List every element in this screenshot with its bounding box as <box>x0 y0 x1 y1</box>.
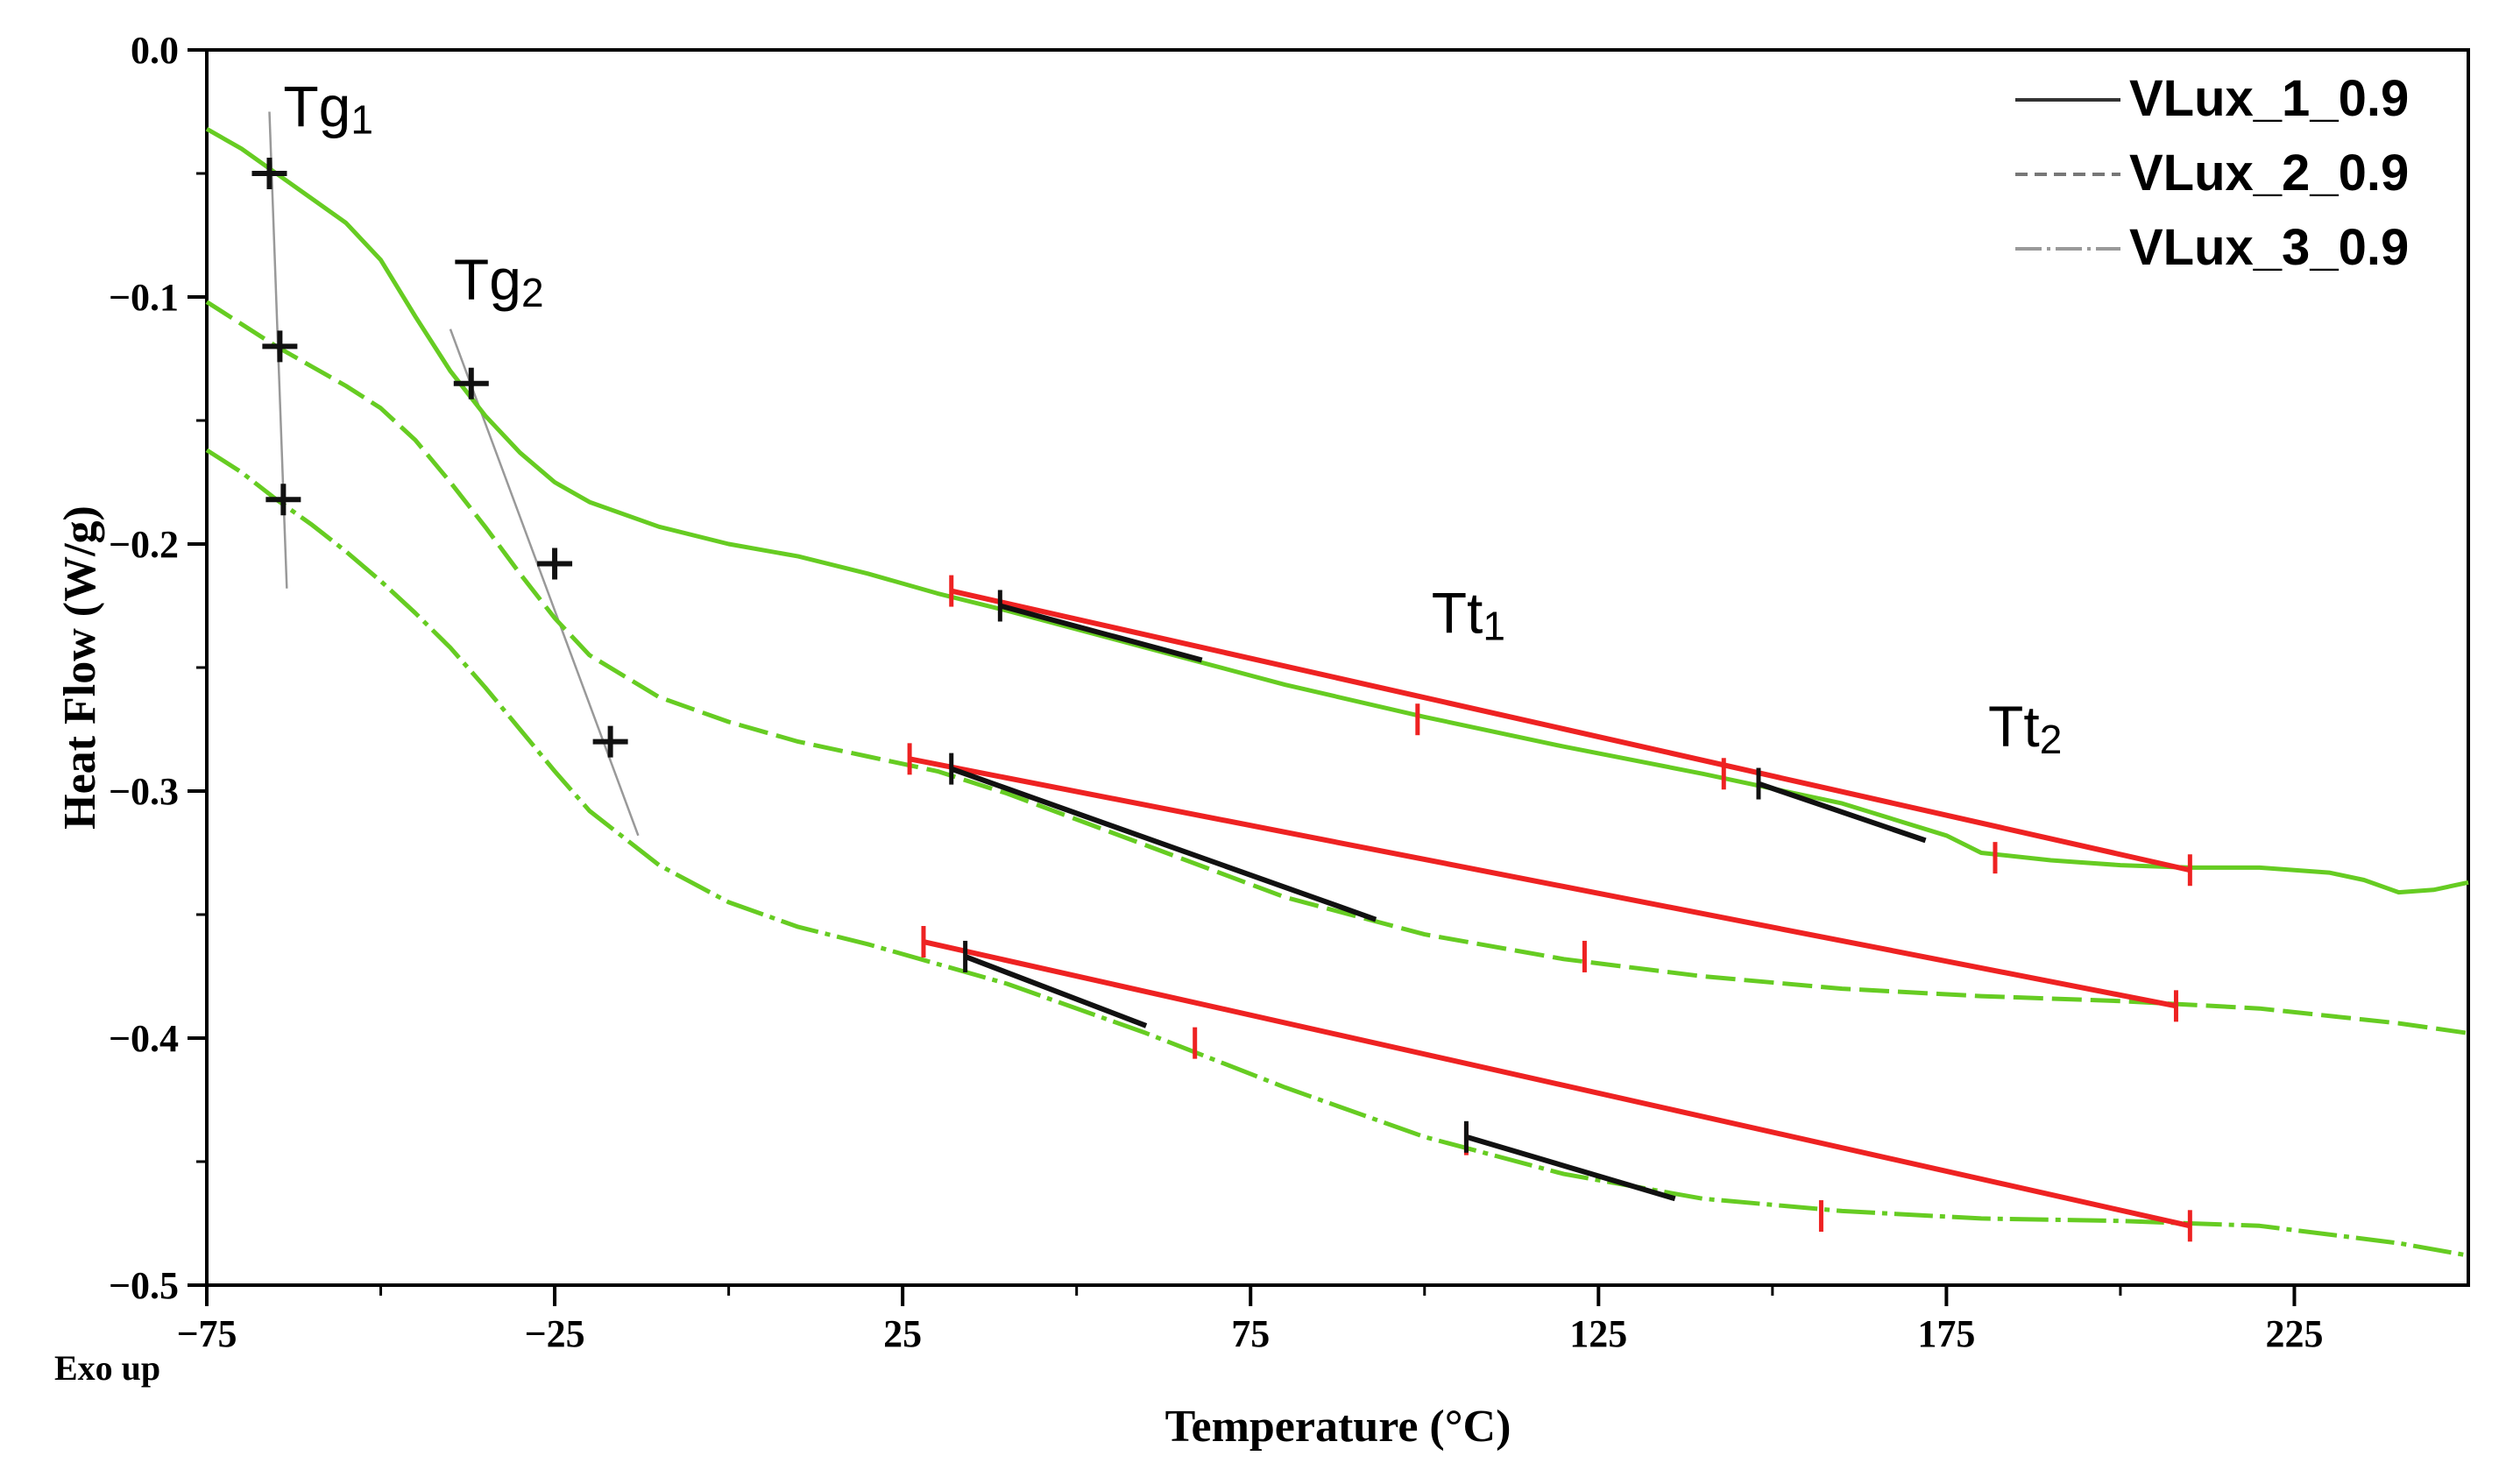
x-tick-label: 75 <box>1231 1312 1270 1355</box>
y-tick-label: −0.4 <box>109 1017 179 1060</box>
annotation-subscript: 2 <box>2040 717 2063 762</box>
x-axis: −75 −25 25 75 125 175 225 <box>176 1285 2323 1355</box>
y-tick-label: 0.0 <box>131 29 179 72</box>
annotation-tt1: Tt1 <box>1432 581 1505 649</box>
legend-label: VLux_1_0.9 <box>2129 70 2409 127</box>
annotation-main: Tg <box>283 74 350 138</box>
annotation-main: Tt <box>1988 694 2040 759</box>
legend: VLux_1_0.9 VLux_2_0.9 VLux_3_0.9 <box>2015 70 2409 276</box>
legend-label: VLux_2_0.9 <box>2129 145 2409 201</box>
annotation-subscript: 1 <box>350 96 373 142</box>
series-line-VLux_2_0.9 <box>205 300 2469 1035</box>
annotation-main: Tg <box>454 247 521 312</box>
series-line-VLux_3_0.9 <box>205 448 2469 1258</box>
black-tangent-line <box>1757 781 1927 844</box>
black-tangent-line <box>1465 1134 1676 1202</box>
x-axis-title: Temperature (°C) <box>1165 1402 1511 1452</box>
y-axis: 0.0 −0.1 −0.2 −0.3 −0.4 −0.5 <box>109 29 207 1307</box>
red-tangent-line <box>951 588 2191 873</box>
x-tick-label: −25 <box>525 1312 585 1355</box>
annotation-subscript: 2 <box>521 270 544 315</box>
annotation-tg1: Tg1 <box>283 74 373 142</box>
annotation-main: Tt <box>1432 581 1483 646</box>
y-tick-label: −0.3 <box>109 770 179 813</box>
annotation-subscript: 1 <box>1483 604 1505 649</box>
y-tick-label: −0.1 <box>109 276 179 319</box>
annotation-tg2: Tg2 <box>454 247 544 315</box>
series-line-VLux_1_0.9 <box>205 127 2469 895</box>
exo-up-note: Exo up <box>54 1348 160 1388</box>
markers <box>251 158 2192 1242</box>
legend-label: VLux_3_0.9 <box>2129 219 2409 276</box>
annotation-tt2: Tt2 <box>1988 694 2062 762</box>
x-tick-label: 125 <box>1569 1312 1627 1355</box>
x-tick-label: 25 <box>883 1312 922 1355</box>
x-tick-label: 175 <box>1917 1312 1975 1355</box>
black-tangent-line <box>999 603 1203 663</box>
y-tick-label: −0.5 <box>109 1264 179 1307</box>
x-tick-label: −75 <box>176 1312 237 1355</box>
y-axis-title: Heat Flow (W/g) <box>55 505 105 830</box>
y-tick-label: −0.2 <box>109 523 179 566</box>
black-tangent-line <box>950 766 1377 922</box>
red-tangent-line <box>909 756 2177 1009</box>
red-tangent-line <box>923 939 2191 1229</box>
tangent-lines <box>909 588 2191 1229</box>
series-group <box>205 127 2469 1258</box>
black-tangent-line <box>964 954 1148 1028</box>
x-tick-label: 225 <box>2265 1312 2323 1355</box>
